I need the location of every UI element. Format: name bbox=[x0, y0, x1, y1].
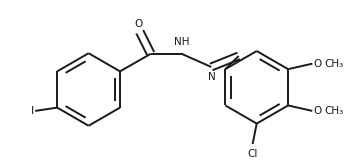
Text: NH: NH bbox=[174, 37, 189, 47]
Text: CH₃: CH₃ bbox=[324, 59, 343, 69]
Text: O: O bbox=[134, 18, 143, 29]
Text: Cl: Cl bbox=[247, 149, 257, 159]
Text: I: I bbox=[31, 106, 34, 116]
Text: O: O bbox=[313, 59, 322, 69]
Text: N: N bbox=[208, 72, 216, 82]
Text: CH₃: CH₃ bbox=[324, 106, 343, 116]
Text: O: O bbox=[313, 106, 322, 116]
